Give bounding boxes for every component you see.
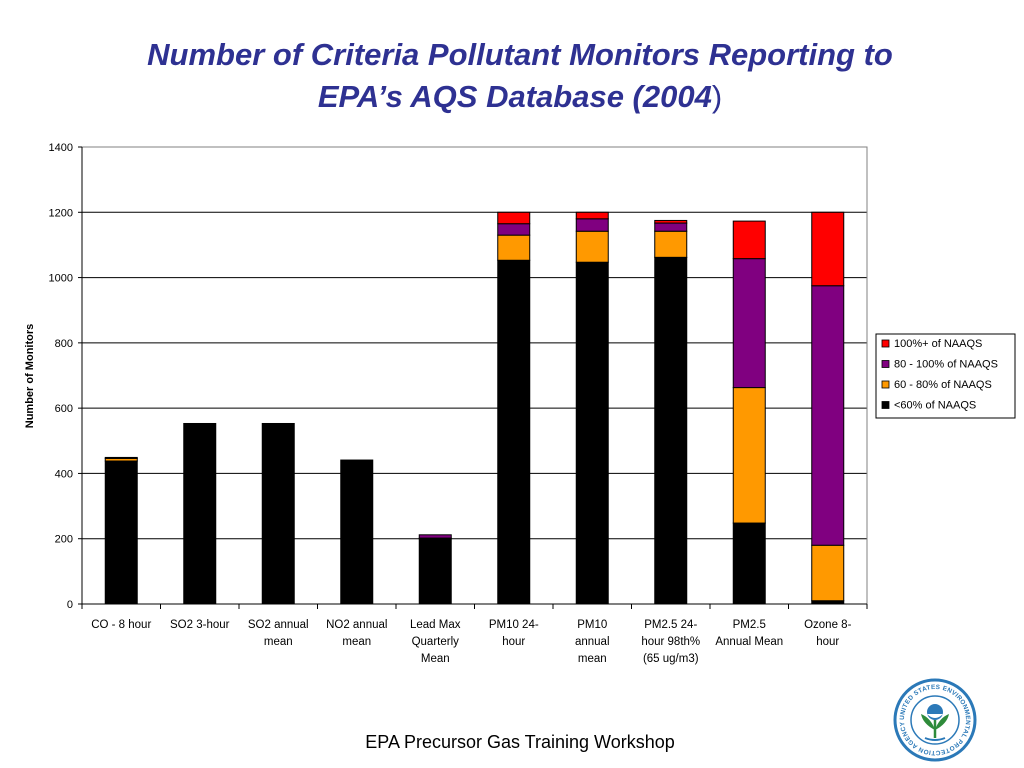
y-tick-label: 1200: [49, 207, 73, 219]
axes: 0 200 400 600 800 1000 1200 1400 CO - 8 hour SO2 …: [49, 142, 868, 665]
x-category-label: PM10: [577, 619, 607, 631]
x-category-label: PM2.5: [733, 619, 766, 631]
x-category-label: annual: [575, 636, 610, 648]
x-category-label: Quarterly: [412, 636, 460, 648]
bar-segment: [654, 219, 688, 224]
y-axis-title: Number of Monitors: [24, 324, 36, 429]
bar-segment: [261, 422, 295, 605]
bar-segment: [497, 234, 531, 261]
bar-segment: [497, 211, 531, 225]
x-category-label: SO2 3-hour: [170, 619, 230, 631]
x-category-label: mean: [264, 636, 293, 648]
bar-segment: [340, 459, 374, 605]
bar-segment: [418, 534, 452, 539]
x-category-label: SO2 annual: [248, 619, 309, 631]
y-tick-label: 1000: [49, 273, 73, 285]
slide-title: Number of Criteria Pollutant Monitors Re…: [60, 34, 980, 118]
y-tick-label: 400: [55, 468, 73, 480]
bar-segment: [654, 256, 688, 605]
x-category-label: mean: [342, 636, 371, 648]
bar-segment: [104, 456, 138, 459]
legend-swatch: [881, 380, 890, 389]
x-category-label: hour: [502, 636, 525, 648]
y-tick-label: 800: [55, 338, 73, 350]
legend-box: [875, 333, 1016, 419]
x-category-label: mean: [578, 653, 607, 665]
legend-swatch: [881, 401, 890, 409]
x-category-label: Ozone 8-: [804, 619, 851, 631]
bar-segment: [575, 218, 609, 232]
x-category-label: hour 98th%: [641, 636, 700, 648]
x-category-label: Annual Mean: [715, 636, 783, 648]
bar-segment: [811, 211, 845, 287]
bar-segment: [732, 220, 766, 260]
slide-footer: EPA Precursor Gas Training Workshop: [365, 732, 675, 752]
bar-segment: [732, 522, 766, 605]
bar-segment: [732, 258, 766, 389]
bar-segment: [418, 538, 452, 605]
legend-label: 100%+ of NAAQS: [894, 338, 982, 350]
x-category-label: hour: [816, 636, 839, 648]
x-category-label: PM10 24-: [489, 619, 539, 631]
bar-segment: [654, 222, 688, 232]
bar-segment: [654, 230, 688, 258]
x-category-label: PM2.5 24-: [644, 619, 697, 631]
epa-seal-logo: UNITED STATES ENVIRONMENTAL PROTECTION A…: [893, 678, 977, 762]
legend-swatch: [881, 339, 890, 348]
slide-title-line2: EPA’s AQS Database (2004: [317, 79, 712, 114]
y-tick-label: 0: [67, 599, 73, 611]
x-category-label: CO - 8 hour: [91, 619, 151, 631]
bar-segment: [497, 259, 531, 605]
y-tick-label: 600: [55, 403, 73, 415]
bars: [104, 211, 845, 605]
bar-segment: [497, 223, 531, 236]
bar-segment: [575, 230, 609, 263]
bar-segment: [183, 422, 217, 605]
legend-swatch: [881, 360, 890, 368]
legend: 100%+ of NAAQS 80 - 100% of NAAQS 60 - 80%…: [875, 333, 1016, 419]
x-category-label: NO2 annual: [326, 619, 387, 631]
stacked-bar-chart: 0 200 400 600 800 1000 1200 1400 CO - 8 hour SO2 …: [24, 142, 1016, 665]
y-tick-label: 200: [55, 534, 73, 546]
bar-segment: [575, 261, 609, 605]
x-category-label: Lead Max: [410, 619, 461, 631]
bar-segment: [811, 544, 845, 602]
legend-label: 60 - 80% of NAAQS: [894, 379, 992, 391]
bar-segment: [575, 211, 609, 220]
legend-label: <60% of NAAQS: [894, 400, 976, 412]
x-category-label: Mean: [421, 653, 450, 665]
bar-segment: [811, 285, 845, 546]
bar-segment: [732, 387, 766, 524]
y-tick-label: 1400: [49, 142, 73, 154]
legend-label: 80 - 100% of NAAQS: [894, 359, 998, 371]
slide-title-close-paren: ): [711, 79, 723, 114]
slide-title-line1: Number of Criteria Pollutant Monitors Re…: [147, 37, 893, 72]
x-category-label: (65 ug/m3): [643, 653, 699, 665]
bar-segment: [104, 460, 138, 605]
